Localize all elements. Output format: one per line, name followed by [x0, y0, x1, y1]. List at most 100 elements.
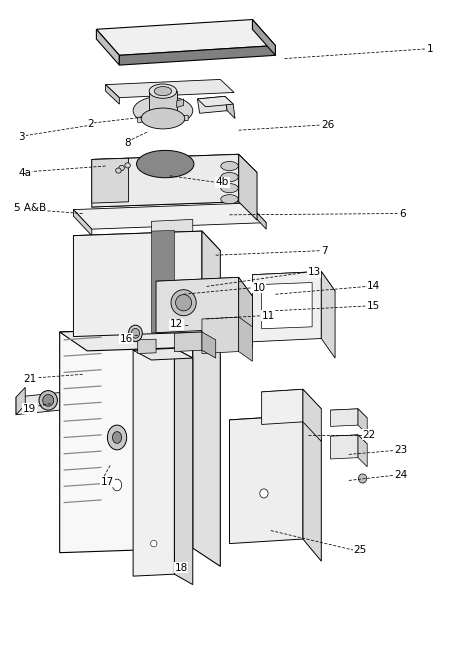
Text: 5 A&B: 5 A&B — [14, 203, 46, 214]
Polygon shape — [358, 435, 367, 467]
Polygon shape — [96, 29, 119, 65]
Ellipse shape — [141, 108, 185, 129]
Ellipse shape — [39, 391, 57, 410]
Polygon shape — [239, 277, 252, 348]
Text: 25: 25 — [353, 545, 367, 555]
Polygon shape — [138, 115, 188, 122]
Ellipse shape — [221, 195, 238, 204]
Ellipse shape — [154, 87, 172, 96]
Polygon shape — [16, 393, 60, 415]
Polygon shape — [330, 409, 358, 426]
Polygon shape — [248, 203, 266, 229]
Text: 4a: 4a — [18, 167, 31, 178]
Ellipse shape — [358, 474, 367, 483]
Polygon shape — [197, 96, 233, 107]
Text: 6: 6 — [399, 208, 406, 219]
Ellipse shape — [149, 84, 177, 98]
Text: 10: 10 — [252, 283, 266, 293]
Ellipse shape — [221, 161, 238, 171]
Polygon shape — [262, 283, 312, 329]
Text: 23: 23 — [395, 445, 408, 456]
Text: 7: 7 — [321, 245, 328, 256]
Polygon shape — [133, 348, 193, 360]
Text: 3: 3 — [18, 132, 25, 142]
Text: 19: 19 — [23, 404, 36, 414]
Ellipse shape — [171, 290, 196, 316]
Polygon shape — [330, 435, 358, 459]
Polygon shape — [197, 96, 227, 113]
Polygon shape — [73, 231, 220, 255]
Polygon shape — [60, 327, 220, 351]
Ellipse shape — [176, 294, 192, 311]
Polygon shape — [358, 409, 367, 434]
Text: 14: 14 — [367, 281, 381, 292]
Text: 2: 2 — [87, 118, 94, 129]
Ellipse shape — [151, 540, 157, 547]
Polygon shape — [156, 277, 239, 333]
Text: 16: 16 — [119, 333, 133, 344]
Polygon shape — [73, 210, 92, 236]
Ellipse shape — [131, 328, 140, 339]
Polygon shape — [149, 91, 177, 111]
Polygon shape — [174, 332, 202, 352]
Polygon shape — [96, 20, 275, 55]
Polygon shape — [262, 389, 303, 424]
Text: 4b: 4b — [216, 177, 229, 187]
Ellipse shape — [43, 395, 54, 406]
Polygon shape — [239, 317, 252, 361]
Text: 17: 17 — [101, 477, 114, 487]
Polygon shape — [321, 271, 335, 358]
Polygon shape — [303, 415, 321, 561]
Text: 11: 11 — [262, 311, 275, 321]
Text: 8: 8 — [124, 138, 130, 148]
Text: 22: 22 — [363, 430, 376, 440]
Polygon shape — [225, 96, 235, 118]
Text: 26: 26 — [321, 120, 335, 130]
Text: 12: 12 — [170, 319, 183, 329]
Text: 15: 15 — [367, 301, 381, 311]
Polygon shape — [92, 158, 129, 203]
Ellipse shape — [221, 173, 238, 182]
Polygon shape — [151, 219, 193, 236]
Polygon shape — [174, 348, 193, 585]
Polygon shape — [92, 154, 257, 178]
Polygon shape — [230, 415, 303, 544]
Polygon shape — [239, 154, 257, 220]
Ellipse shape — [112, 432, 122, 443]
Polygon shape — [73, 231, 202, 337]
Polygon shape — [92, 154, 239, 207]
Polygon shape — [303, 389, 321, 441]
Polygon shape — [193, 327, 220, 566]
Ellipse shape — [116, 168, 121, 173]
Polygon shape — [230, 415, 321, 442]
Polygon shape — [330, 435, 367, 445]
Text: 21: 21 — [23, 374, 36, 384]
Polygon shape — [60, 327, 193, 553]
Polygon shape — [133, 348, 174, 576]
Polygon shape — [252, 271, 321, 342]
Text: 13: 13 — [308, 267, 321, 277]
Polygon shape — [106, 79, 234, 98]
Text: 1: 1 — [427, 44, 433, 54]
Ellipse shape — [129, 326, 142, 341]
Polygon shape — [151, 230, 174, 333]
Polygon shape — [119, 46, 275, 65]
Polygon shape — [262, 389, 321, 411]
Polygon shape — [202, 317, 239, 353]
Ellipse shape — [221, 184, 238, 193]
Ellipse shape — [112, 479, 122, 491]
Polygon shape — [252, 20, 275, 55]
Polygon shape — [252, 271, 335, 294]
Polygon shape — [106, 85, 119, 104]
Polygon shape — [330, 409, 367, 419]
Polygon shape — [202, 231, 220, 352]
Polygon shape — [156, 277, 252, 300]
Polygon shape — [73, 203, 266, 229]
Ellipse shape — [260, 489, 268, 498]
Ellipse shape — [119, 165, 124, 171]
Ellipse shape — [133, 96, 193, 126]
Polygon shape — [138, 339, 156, 353]
Ellipse shape — [137, 150, 194, 178]
Ellipse shape — [125, 163, 130, 168]
Polygon shape — [202, 332, 216, 358]
